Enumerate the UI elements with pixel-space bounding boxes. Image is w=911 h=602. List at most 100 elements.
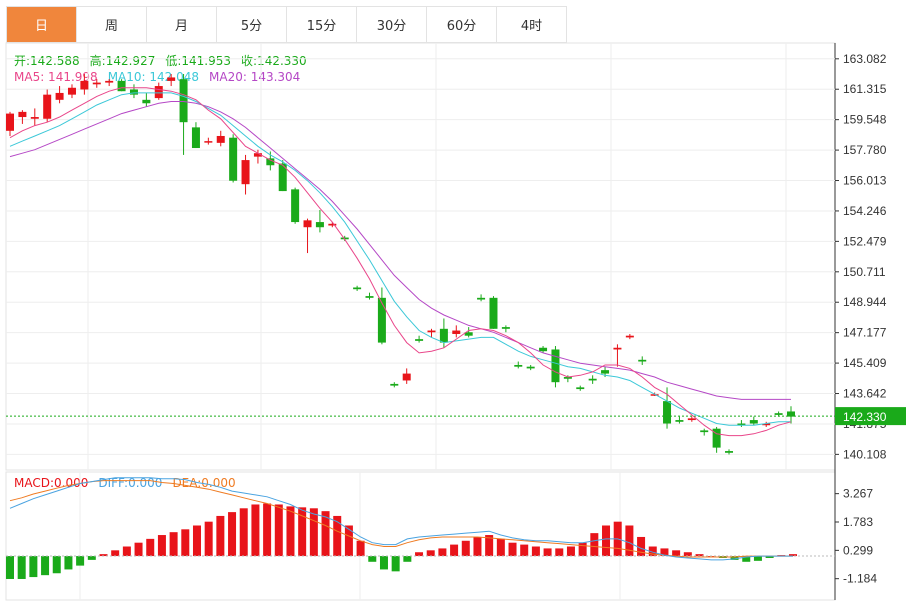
macd-bar-up [508, 542, 517, 557]
candle-down [774, 413, 783, 415]
macd-bar-up [157, 535, 166, 557]
candle-down [266, 158, 275, 166]
tab-60min[interactable]: 60分 [427, 7, 497, 42]
ma10-line [9, 92, 791, 426]
ma5-line [9, 87, 792, 437]
candle-down [365, 296, 374, 298]
macd-tick-label: 1.783 [843, 515, 873, 529]
price-tick-label: 157.780 [843, 143, 887, 157]
candle-up [204, 141, 213, 143]
ohlc-legend: 开:142.588 高:142.927 低:141.953 收:142.330 [14, 52, 317, 69]
macd-bar-down [368, 556, 377, 562]
macd-bar-up [181, 529, 190, 557]
candle-up [67, 87, 76, 95]
ma10-value: MA10: 142.048 [107, 70, 199, 84]
macd-bar-up [648, 546, 657, 557]
price-tick-label: 154.246 [843, 204, 887, 218]
macd-bar-up [555, 548, 564, 557]
macd-bar-up [695, 554, 704, 557]
price-tick-label: 161.315 [843, 82, 887, 96]
macd-bar-up [216, 515, 225, 557]
candle-down [663, 401, 672, 424]
macd-bar-up [578, 542, 587, 557]
macd-bar-up [415, 552, 424, 557]
ma20-line [9, 101, 791, 400]
candle-up [402, 373, 411, 381]
macd-bar-up [356, 540, 365, 557]
diff-value: DIFF:0.000 [98, 476, 163, 490]
candle-down [675, 420, 684, 422]
candle-up [105, 80, 114, 83]
candle-down [725, 451, 734, 453]
candle-up [216, 135, 225, 143]
macd-bar-down [753, 556, 762, 561]
candle-down [353, 287, 362, 290]
candle-down [377, 297, 386, 343]
candle-down [315, 222, 324, 228]
candle-down [588, 378, 597, 381]
macd-bar-up [99, 554, 108, 557]
ma5-value: MA5: 141.998 [14, 70, 98, 84]
candle-down [477, 297, 486, 300]
candle-down [117, 80, 126, 92]
macd-bar-up [251, 504, 260, 557]
macd-bar-up [566, 546, 575, 557]
candle-up [625, 335, 634, 338]
macd-bar-down [17, 556, 26, 579]
price-tick-label: 150.711 [843, 265, 886, 279]
price-tick-label: 145.409 [843, 356, 887, 370]
tab-15min[interactable]: 15分 [287, 7, 357, 42]
candle-up [613, 347, 622, 350]
low-value: 低:141.953 [165, 54, 232, 68]
last-price-tag [835, 407, 906, 426]
macd-bar-down [64, 556, 73, 570]
candle-up [154, 86, 163, 99]
ma20-value: MA20: 143.304 [209, 70, 301, 84]
candle-up [452, 330, 461, 334]
tab-5min[interactable]: 5分 [217, 7, 287, 42]
tab-week[interactable]: 周 [77, 7, 147, 42]
candle-up [650, 394, 659, 396]
macd-bar-up [204, 521, 213, 557]
macd-bar-up [146, 538, 155, 557]
macd-bar-up [672, 550, 681, 557]
macd-bar-down [742, 556, 751, 562]
macd-bar-down [379, 556, 388, 570]
candle-up [303, 220, 312, 228]
tab-4hour[interactable]: 4时 [520, 19, 543, 34]
macd-panel-frame [5, 471, 836, 601]
macd-bar-up [228, 512, 237, 557]
candle-down [142, 99, 151, 104]
candle-down [340, 237, 349, 240]
macd-bar-up [625, 525, 634, 557]
tab-30min[interactable]: 30分 [357, 7, 427, 42]
macd-bar-down [41, 556, 50, 576]
candle-down [700, 430, 709, 433]
price-tick-label: 156.013 [843, 174, 887, 188]
open-value: 开:142.588 [14, 54, 80, 68]
price-panel-frame [5, 42, 836, 471]
macd-bar-down [87, 556, 96, 560]
macd-bar-up [122, 546, 131, 557]
close-value: 收:142.330 [241, 54, 307, 68]
candle-down [501, 327, 510, 329]
macd-tick-label: 0.299 [843, 543, 873, 557]
price-tick-label: 147.177 [843, 326, 887, 340]
price-tick-label: 163.082 [843, 52, 887, 66]
macd-bar-down [730, 556, 739, 560]
candle-up [55, 92, 64, 100]
macd-bar-up [309, 508, 318, 557]
ma-legend: MA5: 141.998 MA10: 142.048 MA20: 143.304 [14, 70, 310, 84]
candle-up [253, 153, 262, 157]
candle-down [638, 359, 647, 362]
macd-bar-up [274, 504, 283, 557]
candle-down [439, 328, 448, 343]
macd-bar-down [391, 556, 400, 572]
tab-day[interactable]: 日 [7, 7, 77, 42]
macd-bar-up [496, 538, 505, 557]
diff-line [9, 477, 793, 561]
candle-down [278, 163, 287, 192]
tab-month[interactable]: 月 [147, 7, 217, 42]
macd-bar-up [426, 550, 435, 557]
candle-up [167, 77, 176, 81]
